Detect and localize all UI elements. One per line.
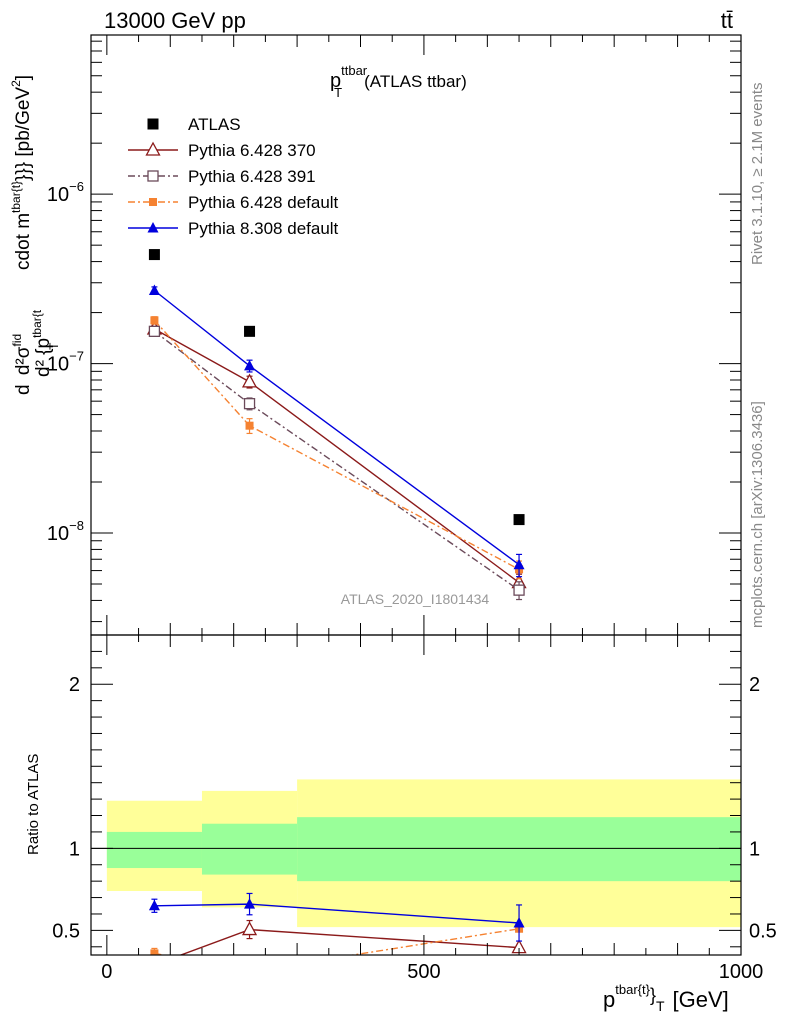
ratio-line-pythia-6-428-370: [178, 928, 520, 955]
legend-marker-pythia-6-428-default: [149, 198, 157, 206]
legend-marker-atlas: [147, 118, 159, 130]
ratio-y-tick-label-right: 0.5: [749, 920, 777, 942]
main-y-axis-label: d d²σfid d² {ptbar{tT cdot mtbar{t}}}} […: [9, 75, 61, 395]
main-point-pythia-6-428-391: [148, 325, 161, 337]
x-tick-label: 500: [407, 961, 440, 983]
ratio-plot-marks: [148, 892, 527, 975]
ratio-y-tick-label-right: 2: [749, 674, 760, 696]
ratio-uncertainty-bands: [91, 779, 741, 928]
ratio-point-pythia-6-428-default: [246, 967, 254, 975]
ratio-y-tick-label: 0.5: [52, 920, 80, 942]
legend-label-pythia-6-428-default: Pythia 6.428 default: [188, 193, 339, 212]
ratio-point-pythia-8-308-default: [148, 899, 160, 911]
svg-text:d d²σfid: d d²σfid: [10, 334, 34, 395]
legend-marker-pythia-6-428-370: [145, 141, 161, 156]
legend-marker-pythia-8-308-default: [147, 222, 159, 233]
band-inner-bin-2: [201, 823, 298, 875]
x-tick-label: 1000: [719, 961, 764, 983]
ratio-y-tick-label-right: 1: [749, 838, 760, 860]
svg-text:d² {ptbar{tT: d² {ptbar{tT: [30, 309, 61, 377]
header-right-label: tt̄: [721, 8, 733, 33]
main-point-pythia-6-428-391: [513, 584, 525, 596]
mcplots-side-label: mcplots.cern.ch [arXiv:1306.3436]: [749, 401, 766, 628]
main-line-pythia-6-428-391: [153, 330, 520, 591]
main-line-pythia-6-428-default: [153, 319, 520, 570]
analysis-watermark: ATLAS_2020_I1801434: [341, 591, 490, 607]
svg-text:cdot mtbar{t}}}} [pb/GeV2]: cdot mtbar{t}}}} [pb/GeV2]: [9, 75, 34, 270]
legend-label-atlas: ATLAS: [188, 115, 241, 134]
main-point-atlas: [148, 249, 160, 261]
legend-label-pythia-6-428-391: Pythia 6.428 391: [188, 167, 316, 186]
ratio-point-pythia-6-428-default: [150, 949, 159, 955]
main-y-tick-label: 10−7: [47, 349, 84, 376]
legend-label-pythia-8-308-default: Pythia 8.308 default: [188, 219, 339, 238]
band-inner-bin-1: [106, 831, 202, 869]
ratio-point-pythia-8-308-default: [244, 898, 256, 909]
x-tick-label: 0: [101, 961, 112, 983]
ratio-plot-frame: [90, 634, 742, 956]
rivet-side-label: Rivet 3.1.10, ≥ 2.1M events: [749, 83, 766, 266]
legend: ATLAS Pythia 6.428 370 Pythia 6.428 391 Pyt…: [128, 115, 339, 238]
main-point-pythia-6-428-default: [150, 316, 159, 325]
legend-marker-pythia-6-428-391: [147, 170, 159, 182]
ratio-point-pythia-8-308-default: [513, 917, 525, 928]
ratio-y-axis-label: Ratio to ATLAS: [25, 754, 42, 855]
main-point-pythia-6-428-default: [245, 421, 254, 430]
band-inner-bin-3: [297, 817, 741, 882]
header-left-label: 13000 GeV pp: [104, 8, 246, 33]
legend-label-pythia-6-428-370: Pythia 6.428 370: [188, 141, 316, 160]
plot-title: pttbar T(ATLAS ttbar): [330, 63, 467, 100]
main-point-pythia-6-428-370: [241, 373, 258, 388]
ratio-y-tick-label: 1: [69, 838, 80, 860]
main-point-pythia-8-308-default: [148, 284, 160, 296]
ratio-y-tick-label: 2: [69, 674, 80, 696]
main-plot-marks: [146, 249, 527, 601]
main-point-pythia-8-308-default: [244, 359, 256, 371]
main-line-pythia-8-308-default: [153, 289, 520, 566]
main-y-tick-label: 10−6: [47, 179, 84, 206]
main-point-atlas: [244, 325, 256, 337]
axes: 10−6 10−7 10−8 0 500 1000 0.5 0.5 1 1 2 2: [47, 34, 777, 983]
main-point-atlas: [513, 514, 525, 526]
main-y-tick-label: 10−8: [47, 518, 84, 545]
x-axis-label: ptbar{t}}T [GeV]: [603, 982, 729, 1014]
main-point-pythia-8-308-default: [513, 558, 525, 570]
main-line-pythia-6-428-370: [154, 328, 520, 584]
ratio-point-pythia-6-428-370: [148, 958, 161, 970]
ratio-point-pythia-6-428-370: [241, 921, 258, 936]
main-point-pythia-6-428-391: [243, 398, 256, 410]
